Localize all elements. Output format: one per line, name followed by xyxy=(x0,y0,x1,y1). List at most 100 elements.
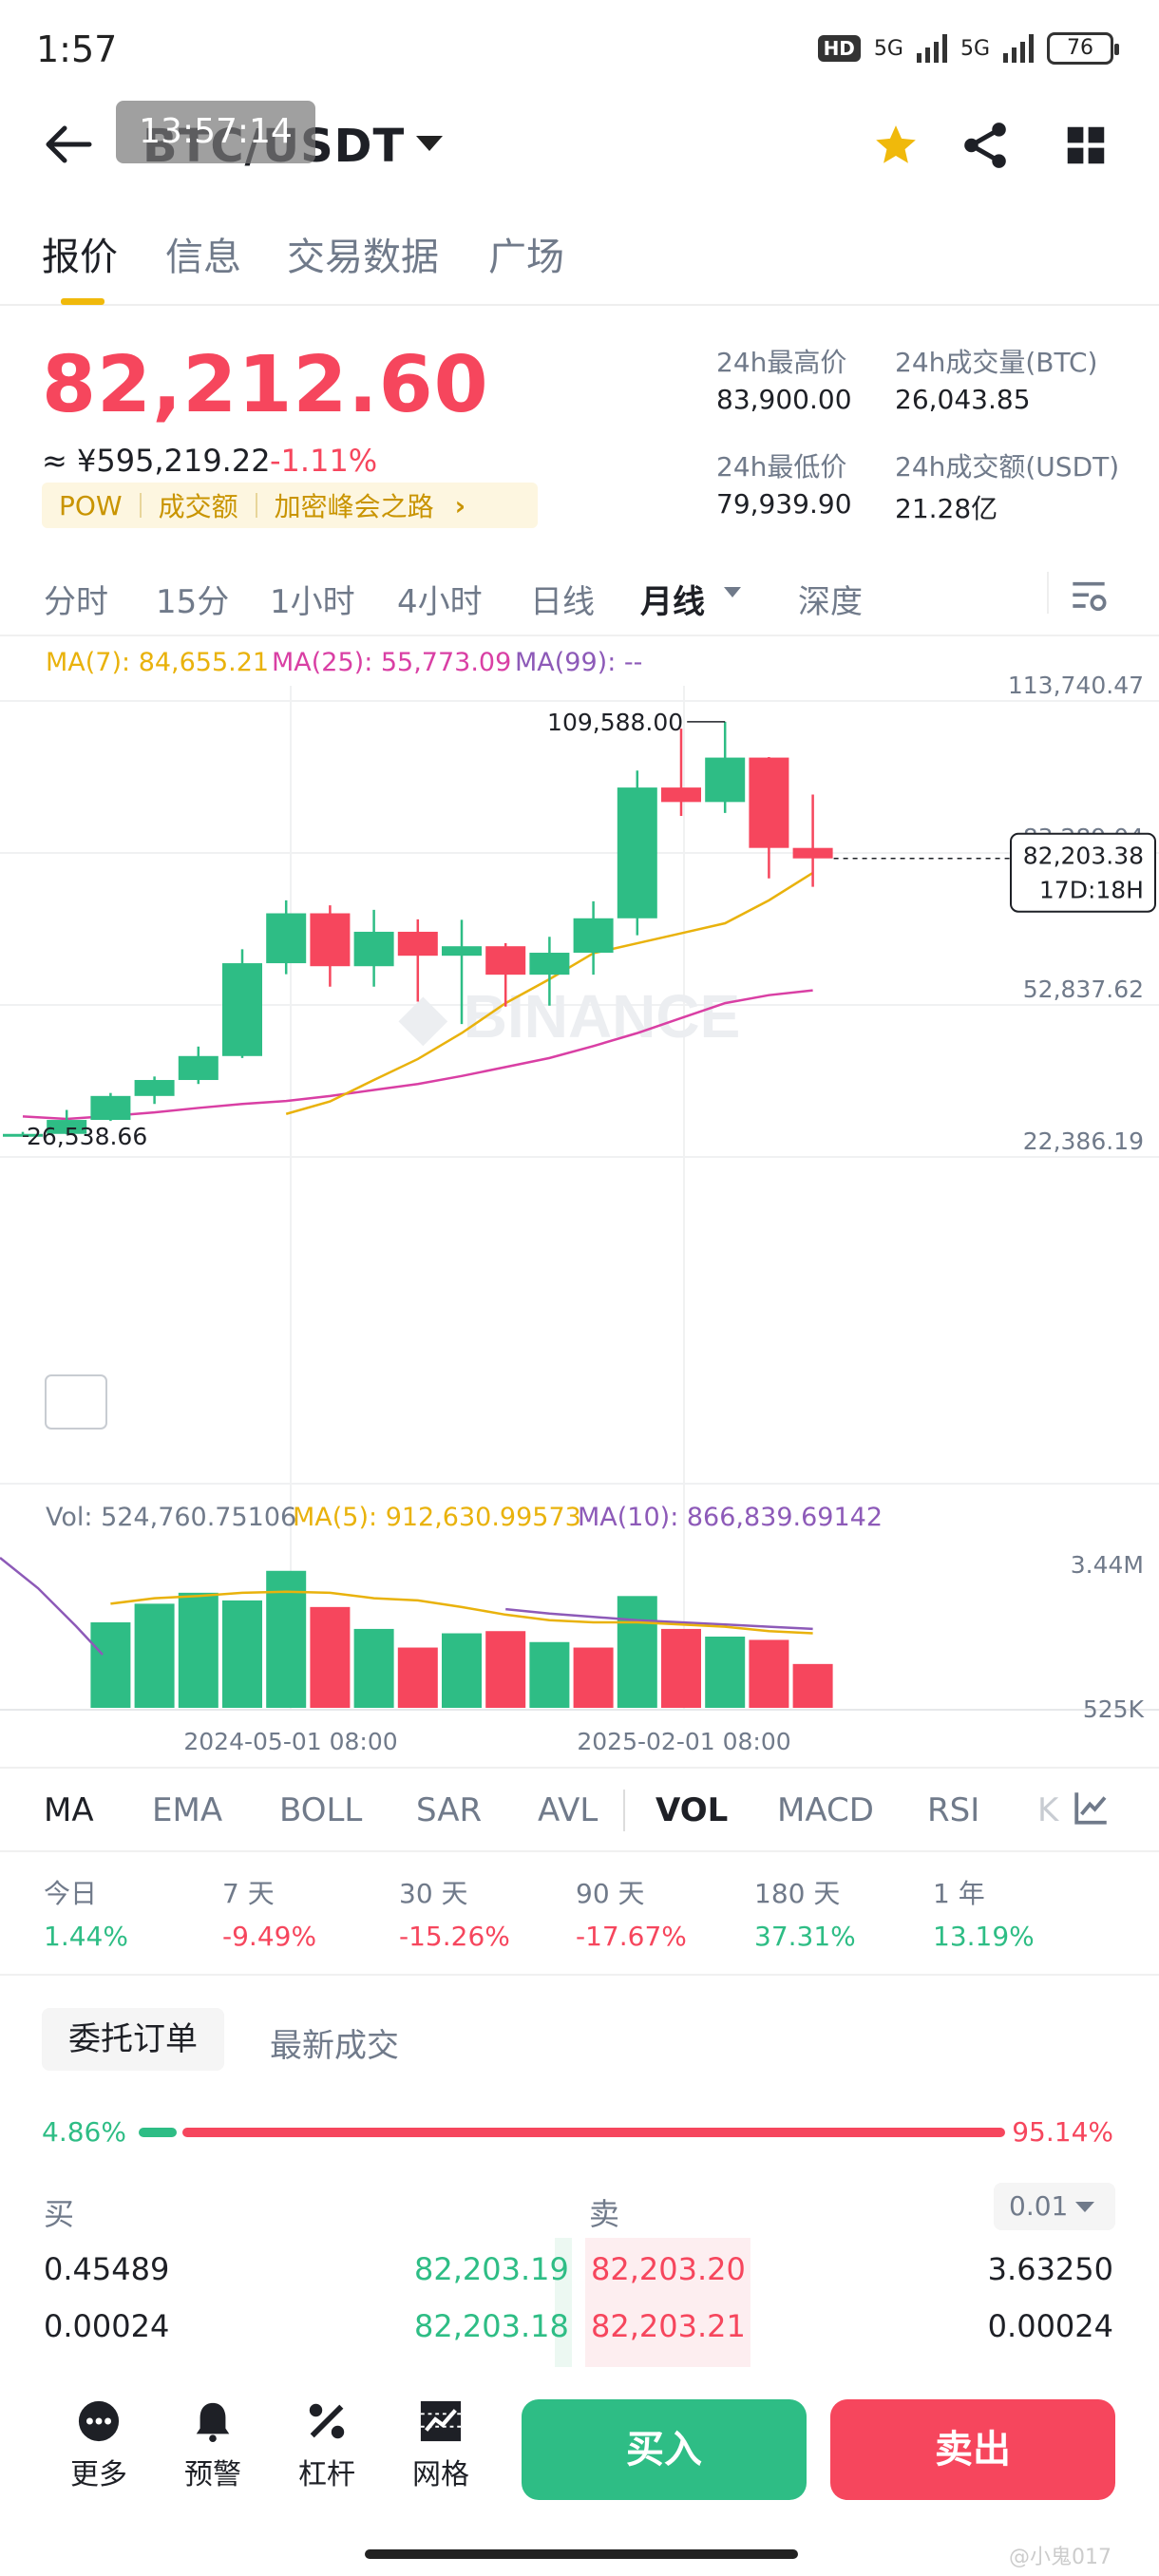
volume-bar-1 xyxy=(134,1603,175,1708)
volume-ma10-lead xyxy=(0,1557,104,1656)
candle-body-17 xyxy=(749,757,789,848)
buy-button[interactable]: 买入 xyxy=(522,2399,807,2500)
status-bar: 1:57 HD 5G 5G 76 xyxy=(0,0,1159,104)
perf-label-1: 7 天 xyxy=(222,1878,275,1909)
interval-timeline[interactable]: 分时 xyxy=(44,583,108,621)
grid-bot-icon xyxy=(420,2400,462,2442)
stat-low-value: 79,939.90 xyxy=(716,488,852,520)
volume-bar-7 xyxy=(397,1647,438,1708)
legend-ma7: MA(7): 84,655.21 xyxy=(46,648,269,677)
bid-price-2[interactable]: 82,203.18 xyxy=(414,2308,569,2344)
home-indicator[interactable] xyxy=(365,2549,798,2559)
candle-body-13 xyxy=(573,918,614,954)
precision-select[interactable]: 0.01 xyxy=(994,2183,1115,2230)
chart-settings-icon[interactable] xyxy=(1070,578,1108,616)
indicator-macd[interactable]: MACD xyxy=(777,1791,874,1829)
ask-qty-2[interactable]: 0.00024 xyxy=(987,2308,1113,2344)
ask-qty-1[interactable]: 3.63250 xyxy=(987,2251,1113,2287)
bid-price-1[interactable]: 82,203.19 xyxy=(414,2251,569,2287)
grid-button[interactable]: 网格 xyxy=(393,2382,488,2492)
indicator-kdj[interactable]: K xyxy=(1037,1791,1059,1829)
tab-quote[interactable]: 报价 xyxy=(42,236,118,279)
interval-15m[interactable]: 15分 xyxy=(156,583,230,621)
candle-body-9 xyxy=(397,931,438,957)
interval-depth[interactable]: 深度 xyxy=(798,583,863,621)
time-axis: 2024-05-01 08:00 2025-02-01 08:00 xyxy=(183,1728,790,1755)
volume-legend-ma5: MA(5): 912,630.99573 xyxy=(293,1503,581,1532)
tab-info[interactable]: 信息 xyxy=(165,236,241,279)
time-axis-label-0: 2024-05-01 08:00 xyxy=(183,1728,397,1755)
chevron-right-icon[interactable]: › xyxy=(454,489,466,521)
indicator-sar[interactable]: SAR xyxy=(416,1791,483,1829)
network-label-2: 5G xyxy=(960,36,990,61)
volume-bar-5 xyxy=(310,1606,351,1708)
interval-4h[interactable]: 4小时 xyxy=(397,583,483,621)
tag-bar[interactable]: POW 成交额 加密峰会之路 › xyxy=(42,483,538,528)
indicator-boll[interactable]: BOLL xyxy=(279,1791,363,1829)
candle-body-14 xyxy=(617,787,657,919)
tab-square[interactable]: 广场 xyxy=(488,236,564,279)
candles xyxy=(3,721,833,1137)
candle-body-12 xyxy=(529,953,570,975)
alert-button[interactable]: 预警 xyxy=(165,2382,260,2492)
stat-volume-label: 24h成交量(BTC) xyxy=(895,347,1098,378)
back-arrow-icon[interactable] xyxy=(40,116,97,173)
price-axis-label-2: 52,837.62 xyxy=(1023,975,1144,1003)
perf-value-0: 1.44% xyxy=(44,1921,128,1952)
indicator-vol[interactable]: VOL xyxy=(656,1791,729,1829)
candle-body-8 xyxy=(353,931,394,967)
tab-order-book[interactable]: 委托订单 xyxy=(42,2008,224,2071)
price-axis-label-3: 22,386.19 xyxy=(1023,1127,1144,1155)
price-annotations: 109,588.00 26,538.66 82,203.38 17D:18H xyxy=(23,709,1156,1430)
candle-body-18 xyxy=(792,847,833,859)
tab-recent-trades[interactable]: 最新成交 xyxy=(270,2027,399,2065)
indicator-ema[interactable]: EMA xyxy=(152,1791,223,1829)
percent-icon xyxy=(309,2403,345,2439)
ask-header: 卖 xyxy=(589,2196,620,2232)
interval-1h[interactable]: 1小时 xyxy=(270,583,355,621)
indicator-rsi[interactable]: RSI xyxy=(927,1791,980,1829)
grid-menu-icon[interactable] xyxy=(1066,125,1106,165)
timestamp-overlay: 13:57:14 xyxy=(116,101,315,163)
indicator-avl[interactable]: AVL xyxy=(538,1791,598,1829)
candle-body-1 xyxy=(47,1120,87,1134)
kline-chart[interactable]: ◆ BINANCE MA(7): 84,655.21 MA(25): 55,77… xyxy=(0,638,1159,1759)
ma25-polyline xyxy=(22,989,813,1121)
candle-body-4 xyxy=(178,1055,218,1081)
tag-pow[interactable]: POW xyxy=(59,489,123,521)
share-icon[interactable] xyxy=(961,120,1009,171)
volume-ma5-line xyxy=(110,1590,813,1635)
buy-ratio: 4.86% xyxy=(42,2116,126,2148)
candle-body-3 xyxy=(134,1080,175,1096)
volume-bar-10 xyxy=(529,1641,570,1708)
pair-dropdown-caret-icon[interactable] xyxy=(416,136,443,151)
ask-price-2[interactable]: 82,203.21 xyxy=(591,2308,746,2344)
bid-qty-1[interactable]: 0.45489 xyxy=(44,2251,170,2287)
star-favorite-icon[interactable] xyxy=(872,122,920,169)
interval-dropdown-icon[interactable] xyxy=(724,587,741,597)
perf-value-3: -17.67% xyxy=(576,1921,687,1952)
more-button[interactable]: 更多 xyxy=(51,2382,146,2492)
perf-label-0: 今日 xyxy=(44,1878,98,1909)
bid-depth-bar xyxy=(555,2238,572,2367)
last-price: 82,212.60 xyxy=(42,340,489,430)
interval-1mo[interactable]: 月线 xyxy=(640,583,705,621)
indicator-settings-icon[interactable] xyxy=(1072,1788,1112,1828)
tag-turnover[interactable]: 成交额 xyxy=(158,491,238,522)
chart-grid xyxy=(0,686,1159,1711)
tag-summit[interactable]: 加密峰会之路 xyxy=(274,491,434,522)
leverage-button[interactable]: 杠杆 xyxy=(279,2382,374,2492)
price-axis-label-0: 113,740.47 xyxy=(1008,672,1144,699)
bid-qty-2[interactable]: 0.00024 xyxy=(44,2308,170,2344)
indicator-ma[interactable]: MA xyxy=(44,1791,94,1829)
chevron-down-icon xyxy=(1075,2202,1094,2212)
interval-1d[interactable]: 日线 xyxy=(530,583,595,621)
more-label: 更多 xyxy=(70,2458,127,2491)
precision-value: 0.01 xyxy=(1009,2190,1069,2222)
sell-button[interactable]: 卖出 xyxy=(830,2399,1115,2500)
buy-ratio-bar xyxy=(139,2128,177,2137)
ask-price-1[interactable]: 82,203.20 xyxy=(591,2251,746,2287)
tab-trading-data[interactable]: 交易数据 xyxy=(287,236,439,279)
perf-value-2: -15.26% xyxy=(399,1921,510,1952)
candle-body-10 xyxy=(442,946,482,957)
